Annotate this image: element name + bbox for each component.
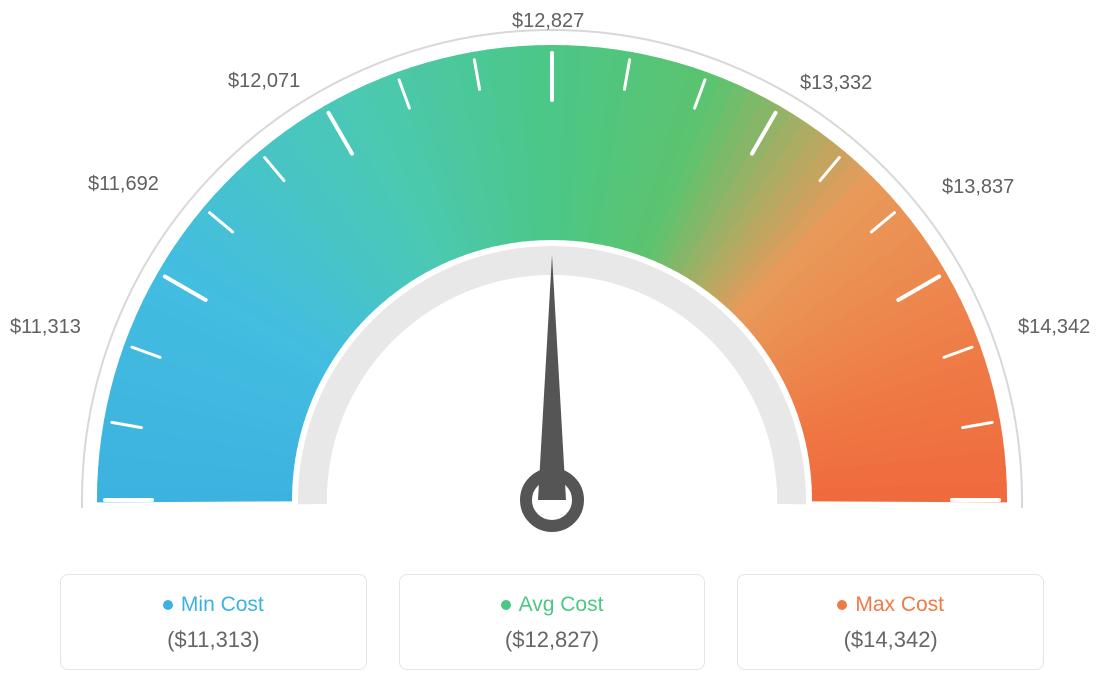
gauge-tick-label: $13,837 xyxy=(942,176,1014,199)
legend-title-text: Avg Cost xyxy=(519,593,604,617)
legend-row: Min Cost ($11,313) Avg Cost ($12,827) Max Co… xyxy=(0,574,1104,670)
gauge-tick-label: $13,332 xyxy=(800,72,872,95)
legend-value: ($12,827) xyxy=(410,627,695,653)
legend-title: Max Cost xyxy=(837,593,944,617)
max-cost-card: Max Cost ($14,342) xyxy=(737,574,1044,670)
legend-title: Avg Cost xyxy=(501,593,604,617)
gauge-tick-label: $11,692 xyxy=(88,173,159,196)
gauge-tick-label: $14,342 xyxy=(1018,316,1090,339)
min-cost-card: Min Cost ($11,313) xyxy=(60,574,367,670)
legend-dot-icon xyxy=(163,600,173,610)
legend-title-text: Min Cost xyxy=(181,593,264,617)
gauge-tick-label: $11,313 xyxy=(10,316,81,339)
legend-title-text: Max Cost xyxy=(855,593,944,617)
legend-dot-icon xyxy=(501,600,511,610)
legend-title: Min Cost xyxy=(163,593,264,617)
legend-dot-icon xyxy=(837,600,847,610)
gauge-tick-label: $12,071 xyxy=(228,70,300,93)
avg-cost-card: Avg Cost ($12,827) xyxy=(399,574,706,670)
legend-value: ($14,342) xyxy=(748,627,1033,653)
gauge-tick-label: $12,827 xyxy=(512,10,584,33)
cost-gauge-chart: $11,313 $11,692 $12,071 $12,827 $13,332 $13,8… xyxy=(0,0,1104,560)
legend-value: ($11,313) xyxy=(71,627,356,653)
